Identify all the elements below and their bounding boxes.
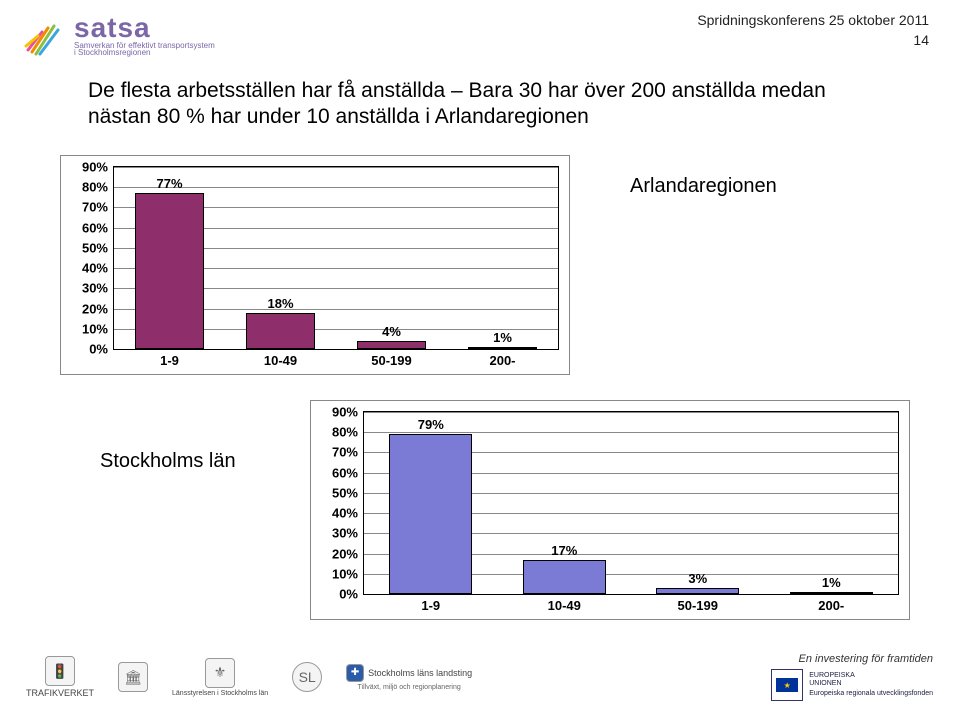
chart2-title: Stockholms län — [100, 450, 236, 473]
x-category-label: 200- — [489, 353, 515, 368]
bar-value-label: 1% — [822, 575, 841, 590]
x-category-label: 50-199 — [371, 353, 411, 368]
gridline — [114, 167, 558, 168]
footer-logo-label: Länsstyrelsen i Stockholms län — [172, 690, 268, 697]
y-tick-label: 90% — [332, 405, 364, 420]
footer-logo-landsting: ✚ Stockholms läns landsting Tillväxt, mi… — [346, 664, 472, 691]
conference-text: Spridningskonferens 25 oktober 2011 — [697, 12, 929, 28]
chart2-plot-area: 0%10%20%30%40%50%60%70%80%90%79%1-917%10… — [363, 411, 899, 595]
y-tick-label: 80% — [332, 425, 364, 440]
y-tick-label: 90% — [82, 160, 114, 175]
logo-satsa: satsa Samverkan för effektivt transports… — [22, 12, 215, 58]
y-tick-label: 60% — [82, 220, 114, 235]
footer-left-group: 🚦 TRAFIKVERKET 🏛 ⚜ Länsstyrelsen i Stock… — [26, 656, 472, 698]
footer-logo-sl: SL — [292, 662, 322, 692]
eu-flag-icon: ★ — [771, 669, 803, 701]
eu-text: EUROPEISKA — [809, 672, 933, 680]
y-tick-label: 30% — [82, 281, 114, 296]
bar — [246, 313, 315, 349]
chart1-plot-area: 0%10%20%30%40%50%60%70%80%90%77%1-918%10… — [113, 166, 559, 350]
bar — [389, 434, 472, 594]
bar — [656, 588, 739, 594]
logo-burst-icon — [22, 12, 66, 56]
bar — [135, 193, 204, 349]
x-category-label: 10-49 — [264, 353, 297, 368]
x-category-label: 50-199 — [678, 598, 718, 613]
chart1-title: Arlandaregionen — [630, 175, 777, 198]
y-tick-label: 10% — [332, 566, 364, 581]
footer-logo-stockholm: 🏛 — [118, 662, 148, 692]
gridline — [364, 412, 898, 413]
y-tick-label: 30% — [332, 526, 364, 541]
x-category-label: 10-49 — [548, 598, 581, 613]
chart2-container: 0% 10% 20% 30% 40% 50% 60% 70% 80% 90% 79% 1-9 17% 10… — [310, 400, 910, 620]
y-tick-label: 80% — [82, 180, 114, 195]
x-category-label: 1-9 — [421, 598, 440, 613]
footer-invest-text: En investering för framtiden — [798, 653, 933, 665]
bar-value-label: 77% — [156, 176, 182, 191]
eu-text: UNIONEN — [809, 680, 933, 688]
chart1-frame: 0% 10% 20% 30% 40% 50% 60% 70% 80% 90% 77% 1-9 18% 10… — [60, 155, 570, 375]
y-tick-label: 40% — [82, 261, 114, 276]
footer-logo-label: Stockholms läns landsting — [368, 668, 472, 678]
y-tick-label: 20% — [332, 546, 364, 561]
chart1-container: 0% 10% 20% 30% 40% 50% 60% 70% 80% 90% 77% 1-9 18% 10… — [60, 155, 570, 375]
header: Spridningskonferens 25 oktober 2011 14 — [697, 12, 929, 48]
footer-logo-lansstyrelsen: ⚜ Länsstyrelsen i Stockholms län — [172, 658, 268, 697]
footer-logo-label: TRAFIKVERKET — [26, 688, 94, 698]
slide-title: De flesta arbetsställen har få anställda… — [88, 78, 858, 131]
bar-value-label: 3% — [688, 571, 707, 586]
gridline — [364, 432, 898, 433]
bar — [523, 560, 606, 594]
y-tick-label: 70% — [332, 445, 364, 460]
x-category-label: 1-9 — [160, 353, 179, 368]
bar — [357, 341, 426, 349]
eu-text: Europeiska regionala utvecklingsfonden — [809, 690, 933, 698]
y-tick-label: 10% — [82, 321, 114, 336]
bar-value-label: 17% — [551, 543, 577, 558]
y-tick-label: 60% — [332, 465, 364, 480]
logo-wordmark: satsa — [74, 12, 215, 44]
bar — [468, 347, 537, 349]
bar-value-label: 18% — [267, 296, 293, 311]
bar — [790, 592, 873, 594]
y-tick-label: 20% — [82, 301, 114, 316]
y-tick-label: 70% — [82, 200, 114, 215]
y-tick-label: 50% — [332, 485, 364, 500]
footer: 🚦 TRAFIKVERKET 🏛 ⚜ Länsstyrelsen i Stock… — [0, 653, 959, 701]
footer-logo-trafikverket: 🚦 TRAFIKVERKET — [26, 656, 94, 698]
bar-value-label: 1% — [493, 330, 512, 345]
footer-right-group: En investering för framtiden ★ EUROPEISK… — [771, 653, 933, 701]
bar-value-label: 79% — [418, 417, 444, 432]
y-tick-label: 40% — [332, 506, 364, 521]
y-tick-label: 0% — [89, 342, 114, 357]
x-category-label: 200- — [818, 598, 844, 613]
chart2-frame: 0% 10% 20% 30% 40% 50% 60% 70% 80% 90% 79% 1-9 17% 10… — [310, 400, 910, 620]
y-tick-label: 0% — [339, 587, 364, 602]
bar-value-label: 4% — [382, 324, 401, 339]
y-tick-label: 50% — [82, 240, 114, 255]
page-number: 14 — [697, 32, 929, 48]
